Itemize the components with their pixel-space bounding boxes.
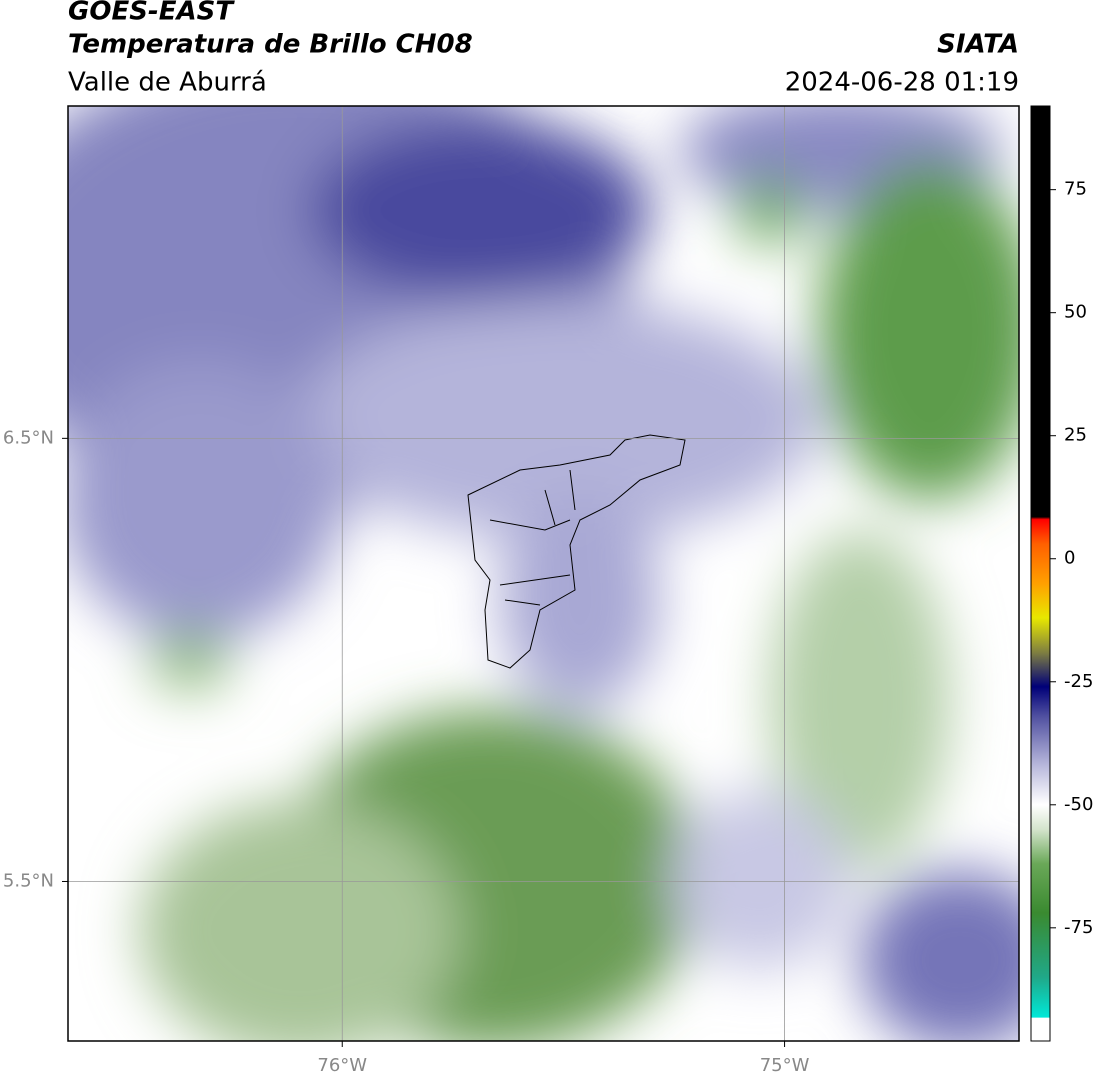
- region: Valle de Aburrá: [68, 68, 267, 98]
- subtitle: Temperatura de Brillo CH08: [68, 30, 473, 60]
- colorbar-tick-label: 0: [1064, 548, 1075, 569]
- colorbar-tick-label: 25: [1064, 425, 1087, 446]
- satellite-field: [68, 106, 1019, 1041]
- colorbar: [1030, 105, 1051, 1042]
- municipality-outline: [467, 434, 686, 669]
- colorbar-tick-label: 75: [1064, 179, 1087, 200]
- x-tick-label: 76°W: [317, 1055, 367, 1076]
- colorbar-tick-label: -50: [1064, 794, 1093, 815]
- datetime: 2024-06-28 01:19: [785, 68, 1019, 98]
- title: GOES-EAST: [68, 0, 235, 27]
- x-tick-label: 75°W: [760, 1055, 810, 1076]
- municipality-borders: [489, 469, 576, 606]
- colorbar-tick-label: 50: [1064, 302, 1087, 323]
- source: SIATA: [937, 30, 1019, 60]
- colorbar-tick-label: -25: [1064, 671, 1093, 692]
- graticule: [68, 106, 1019, 1041]
- map-frame: [67, 105, 1020, 1042]
- colorbar-tick-label: -75: [1064, 917, 1093, 938]
- y-tick-label: 6.5°N: [3, 427, 54, 448]
- y-tick-label: 5.5°N: [3, 870, 54, 891]
